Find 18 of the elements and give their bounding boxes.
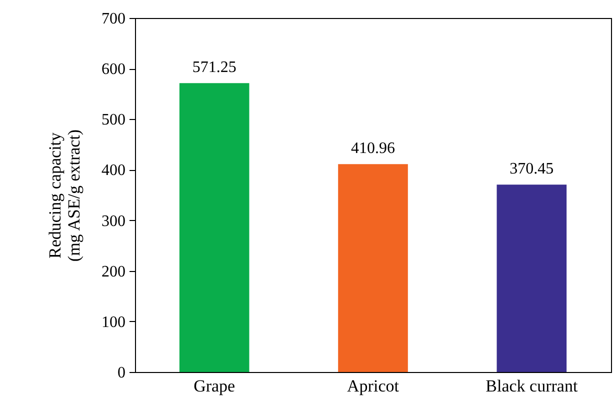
x-tick-label: Black currant [486, 376, 578, 396]
y-tick-label: 300 [102, 212, 126, 230]
y-tick-label: 600 [102, 61, 126, 78]
y-tick-label: 700 [102, 10, 126, 28]
y-tick-label: 100 [102, 314, 126, 331]
data-label: 410.96 [351, 140, 395, 158]
data-label: 370.45 [510, 160, 554, 178]
data-label: 571.25 [192, 59, 236, 76]
y-tick-label: 0 [118, 364, 126, 382]
bar [496, 184, 567, 372]
x-tick-label: Apricot [347, 376, 400, 396]
y-tick-label: 200 [102, 263, 126, 280]
bar [338, 164, 408, 372]
y-tick-label: 400 [102, 162, 126, 180]
x-tick-label: Grape [194, 376, 236, 396]
y-tick-label: 500 [102, 112, 126, 129]
y-axis-title: Reducing capacity (mg ASE/g extract) [46, 129, 84, 262]
bar [179, 83, 250, 372]
